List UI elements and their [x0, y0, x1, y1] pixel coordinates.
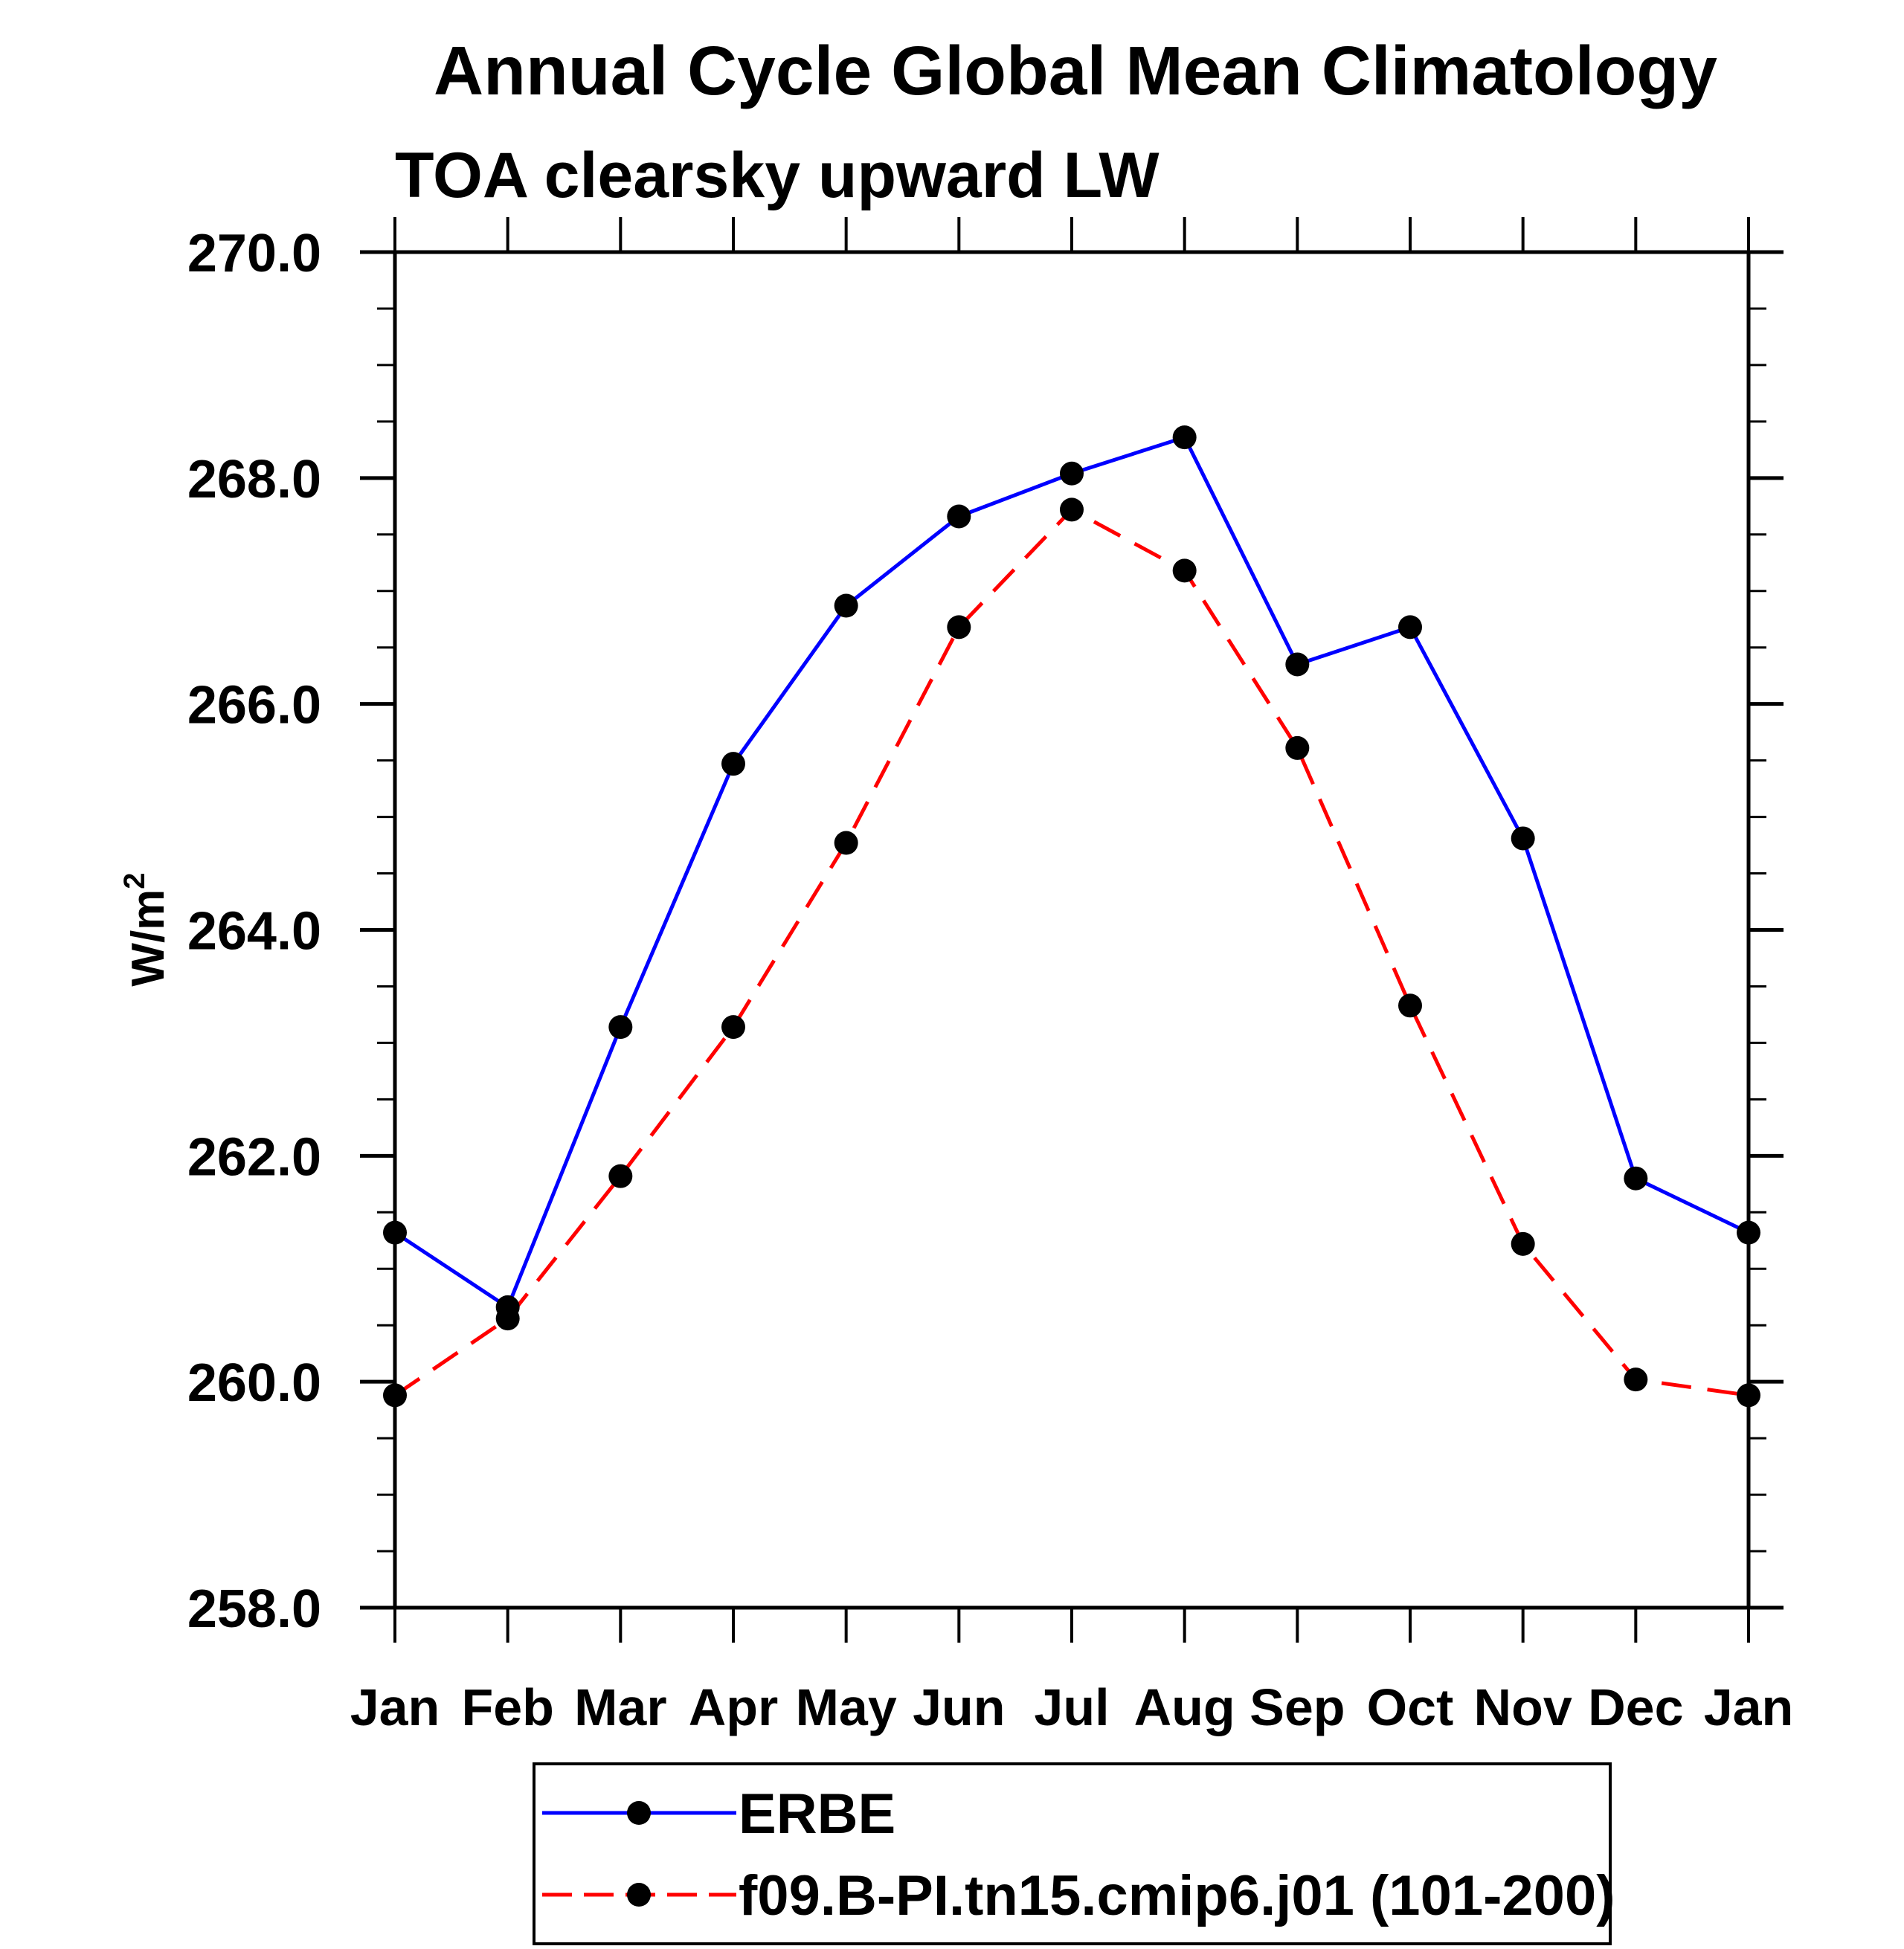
y-axis-label-superscript: 2: [118, 872, 151, 889]
data-point-model: [1285, 735, 1310, 760]
data-point-model: [1060, 497, 1084, 522]
x-tick-label: May: [796, 1678, 897, 1736]
x-tick-label: Apr: [689, 1678, 779, 1736]
data-point-model: [1172, 558, 1197, 583]
chart-subtitle: TOA clearsky upward LW: [395, 140, 1160, 211]
x-tick-label: Jan: [1704, 1678, 1794, 1736]
y-tick-label: 258.0: [187, 1579, 321, 1639]
data-point-model: [1737, 1383, 1760, 1408]
x-tick-label: Feb: [461, 1678, 553, 1736]
series-line-erbe: [393, 435, 1750, 1309]
legend-marker-model: [627, 1883, 651, 1907]
y-tick-label: 270.0: [187, 224, 321, 283]
data-point-model: [383, 1383, 407, 1408]
data-point-erbe: [947, 504, 971, 529]
legend-label-erbe: ERBE: [739, 1782, 895, 1846]
x-tick-label: Aug: [1134, 1678, 1235, 1736]
data-point-erbe: [1398, 615, 1422, 640]
x-tick-label: Jul: [1034, 1678, 1109, 1736]
x-tick-label: Oct: [1367, 1678, 1454, 1736]
x-tick-label: Dec: [1588, 1678, 1683, 1736]
data-point-model: [834, 831, 858, 855]
data-point-erbe: [608, 1015, 633, 1040]
data-point-model: [608, 1164, 633, 1188]
legend: ERBE f09.B-PI.tn15.cmip6.j01 (101-200): [533, 1762, 1615, 1945]
data-point-erbe: [1060, 461, 1084, 486]
y-tick-label: 262.0: [187, 1127, 321, 1187]
legend-marker-erbe: [627, 1801, 651, 1825]
data-point-erbe: [834, 593, 858, 618]
data-point-erbe: [1737, 1220, 1760, 1245]
series-line-model: [393, 507, 1749, 1397]
legend-label-model: f09.B-PI.tn15.cmip6.j01 (101-200): [739, 1864, 1615, 1927]
data-point-erbe: [721, 752, 745, 776]
data-point-erbe: [1511, 826, 1535, 851]
x-tick-label: Nov: [1474, 1678, 1572, 1736]
chart-title: Annual Cycle Global Mean Climatology: [434, 32, 1717, 109]
data-point-erbe: [1624, 1166, 1648, 1191]
y-tick-label: 264.0: [187, 902, 321, 961]
data-point-model: [495, 1307, 520, 1331]
y-axis-label-text: W/m: [123, 889, 174, 987]
y-tick-label: 268.0: [187, 450, 321, 509]
y-tick-labels: 258.0 260.0 262.0 264.0 266.0 268.0 270.0: [187, 224, 321, 1639]
data-point-erbe: [383, 1220, 407, 1245]
y-axis-label: W/m2: [118, 872, 174, 986]
series-lines: [393, 435, 1750, 1397]
x-tick-label: Jan: [350, 1678, 440, 1736]
data-point-model: [1511, 1231, 1535, 1256]
x-tick-labels: Jan Feb Mar Apr May Jun Jul Aug Sep Oct Nov Dec Jan: [350, 1678, 1794, 1736]
legend-box: [533, 1762, 1612, 1945]
series-markers: [383, 425, 1760, 1408]
data-point-model: [1398, 993, 1422, 1018]
axis-ticks: [360, 217, 1784, 1643]
x-tick-label: Mar: [574, 1678, 666, 1736]
y-tick-label: 260.0: [187, 1353, 321, 1413]
data-point-erbe: [1172, 425, 1197, 450]
data-point-model: [947, 615, 971, 640]
x-tick-label: Sep: [1250, 1678, 1345, 1736]
y-tick-label: 266.0: [187, 676, 321, 735]
data-point-erbe: [1285, 652, 1310, 677]
plot-frame: [393, 250, 1751, 1610]
data-point-model: [1624, 1367, 1648, 1392]
svg-text:W/m2: W/m2: [118, 872, 174, 986]
x-tick-label: Jun: [913, 1678, 1005, 1736]
data-point-model: [721, 1015, 745, 1040]
